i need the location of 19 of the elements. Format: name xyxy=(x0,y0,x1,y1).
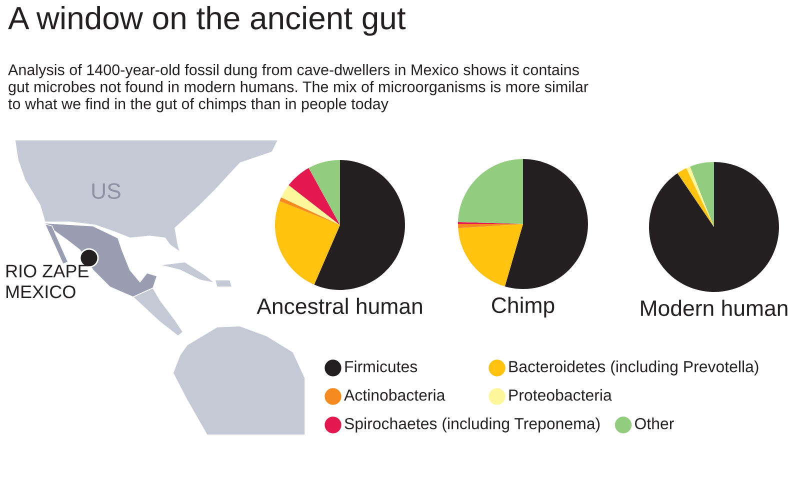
legend-label: Bacteroidetes (including Prevotella) xyxy=(509,360,758,376)
pie-slice xyxy=(275,201,340,285)
text: Ancestral human xyxy=(256,298,422,314)
text: US xyxy=(92,183,120,199)
pie-slice xyxy=(288,168,340,225)
pie-slice xyxy=(281,185,340,225)
legend-label: Spirochaetes (including Treponema) xyxy=(344,418,600,432)
pie-slice xyxy=(308,160,340,225)
pie-slice xyxy=(314,160,405,290)
text: Modern human xyxy=(641,300,788,316)
legend-label: Other xyxy=(635,418,674,430)
text: A window on the ancient gut xyxy=(8,6,406,36)
text: RIO ZAPE MEXICO xyxy=(6,264,88,298)
legend-label: Actinobacteria xyxy=(344,389,446,401)
text: Analysis of 1400-year-old fossil dung from cave-dwellers in Mexico shows it contains gut microbes not found in modern humans. The mix of microorganisms is more similar to what we find in the gut of chimps than in people today xyxy=(8,64,588,112)
pie-slice xyxy=(280,197,340,225)
text: Chimp xyxy=(492,296,554,318)
legend-label: Proteobacteria xyxy=(509,389,612,401)
legend-label: Firmicutes xyxy=(345,360,418,372)
